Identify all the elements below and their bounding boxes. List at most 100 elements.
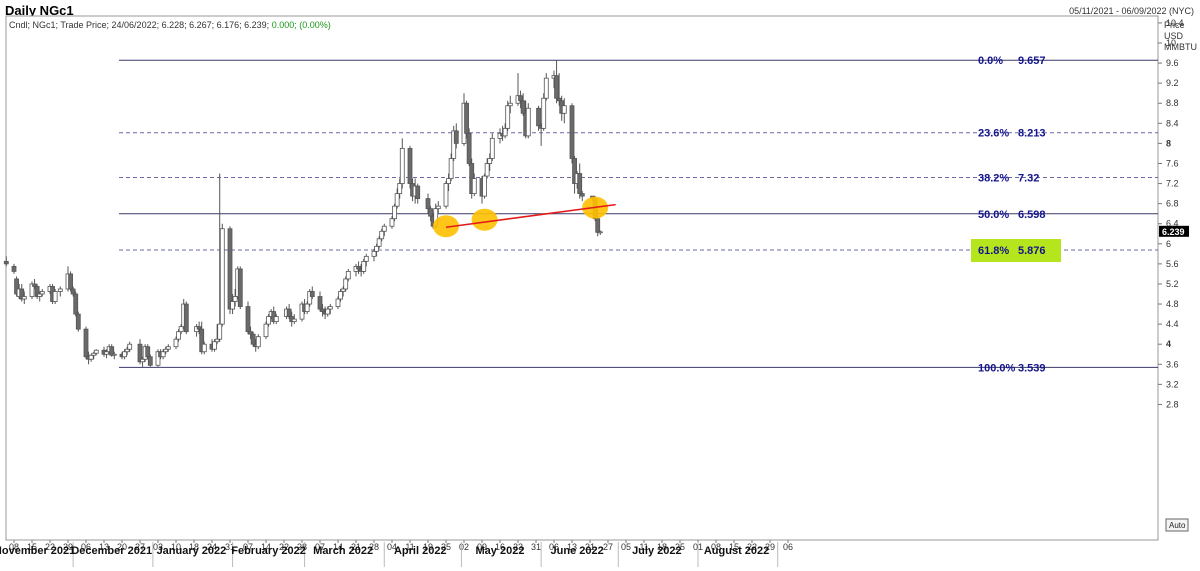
candle-body (212, 341, 217, 350)
candle (556, 73, 562, 106)
candle-body (14, 278, 19, 295)
candle-body (443, 183, 449, 207)
candle-body (345, 271, 351, 280)
candle (73, 291, 79, 317)
candle-body (248, 331, 253, 335)
month-label: April 2022 (394, 545, 447, 557)
candle (489, 133, 495, 161)
candle-body (39, 291, 45, 295)
candle (83, 326, 89, 360)
candle (561, 98, 567, 124)
candle-body (93, 349, 99, 354)
candle (425, 193, 431, 214)
candle (124, 346, 130, 356)
candle (155, 349, 161, 367)
candle (127, 341, 133, 352)
x-tick-label: 08 (711, 542, 721, 552)
x-tick-label: 31 (531, 542, 541, 552)
month-label: February 2022 (231, 545, 306, 557)
fib-level-value: 8.213 (1018, 128, 1046, 140)
candle (32, 278, 37, 289)
x-tick-label: 16 (495, 542, 505, 552)
y-tick-label: 6.4 (1166, 219, 1179, 229)
candle (176, 329, 181, 342)
candle (201, 341, 207, 355)
candle (554, 60, 559, 104)
candle-body (227, 228, 233, 310)
candle-body (525, 107, 531, 137)
candle-body (178, 326, 184, 333)
candle-body (327, 306, 333, 310)
candle (464, 100, 469, 139)
x-tick-label: 22 (747, 542, 757, 552)
auto-button[interactable]: Auto (1165, 518, 1189, 532)
candle-body (127, 343, 133, 350)
candle-body (502, 127, 508, 137)
candle-body (266, 316, 271, 325)
candle (21, 291, 27, 305)
candle (196, 321, 202, 335)
candle-body (464, 102, 469, 134)
candle (428, 206, 433, 222)
candle (273, 314, 279, 325)
candle-body (70, 288, 76, 295)
x-axis-ticks: 08 15 22 29 06 13 20 27 03 10 18 24 31 07 14 22 28 07 14 21… (0, 540, 793, 567)
candle-body (489, 137, 495, 159)
candle (93, 349, 99, 356)
candle-body (122, 351, 127, 358)
highlight-markers (432, 196, 609, 238)
y-tick-label: 7.6 (1166, 158, 1179, 168)
y-tick-label: 6 (1166, 239, 1171, 249)
fib-level-label: 61.8% (978, 245, 1009, 257)
candle-body (145, 346, 151, 358)
candle-body (453, 130, 459, 144)
x-tick-label: 10 (171, 542, 181, 552)
candle (183, 301, 189, 335)
candle (178, 324, 184, 335)
candle (579, 191, 585, 202)
candle-body (543, 77, 549, 99)
candle-body (160, 351, 166, 358)
candle-body (451, 130, 457, 159)
candle (199, 321, 205, 355)
candle-body (219, 228, 225, 325)
candle-body (183, 303, 189, 333)
candle-body (363, 255, 369, 262)
candle (340, 286, 346, 297)
candle-body (291, 318, 297, 323)
y-tick-label: 9.6 (1166, 58, 1179, 68)
x-tick-label: 15 (27, 542, 37, 552)
chart-title: Daily NGc1 (5, 3, 74, 18)
x-tick-label: 19 (423, 542, 433, 552)
x-tick-label: 22 (45, 542, 55, 552)
candle (338, 288, 343, 302)
candle (57, 286, 63, 297)
fib-level-label: 0.0% (978, 55, 1003, 67)
candle (304, 301, 310, 315)
month-label: March 2022 (313, 545, 373, 557)
candle (165, 344, 171, 352)
candle (122, 349, 127, 360)
candle-body (482, 175, 487, 197)
y-tick-label: 4.8 (1166, 299, 1179, 309)
y-tick-label: 6.8 (1166, 199, 1179, 209)
x-tick-label: 28 (297, 542, 307, 552)
candle-body (561, 105, 567, 114)
x-tick-label: 25 (675, 542, 685, 552)
candle (397, 178, 403, 199)
x-tick-label: 21 (585, 542, 595, 552)
candle (435, 201, 441, 214)
candle-body (137, 343, 143, 363)
candle (518, 90, 523, 109)
highlight-ellipse (432, 215, 459, 238)
y-tick-label: 3.2 (1166, 379, 1179, 389)
candle (37, 291, 43, 302)
candle-body (487, 158, 493, 164)
candle (502, 123, 508, 139)
candle-body (335, 298, 341, 307)
x-tick-label: 09 (477, 542, 487, 552)
candle (250, 331, 256, 347)
candle (327, 304, 333, 315)
candle (34, 283, 40, 300)
